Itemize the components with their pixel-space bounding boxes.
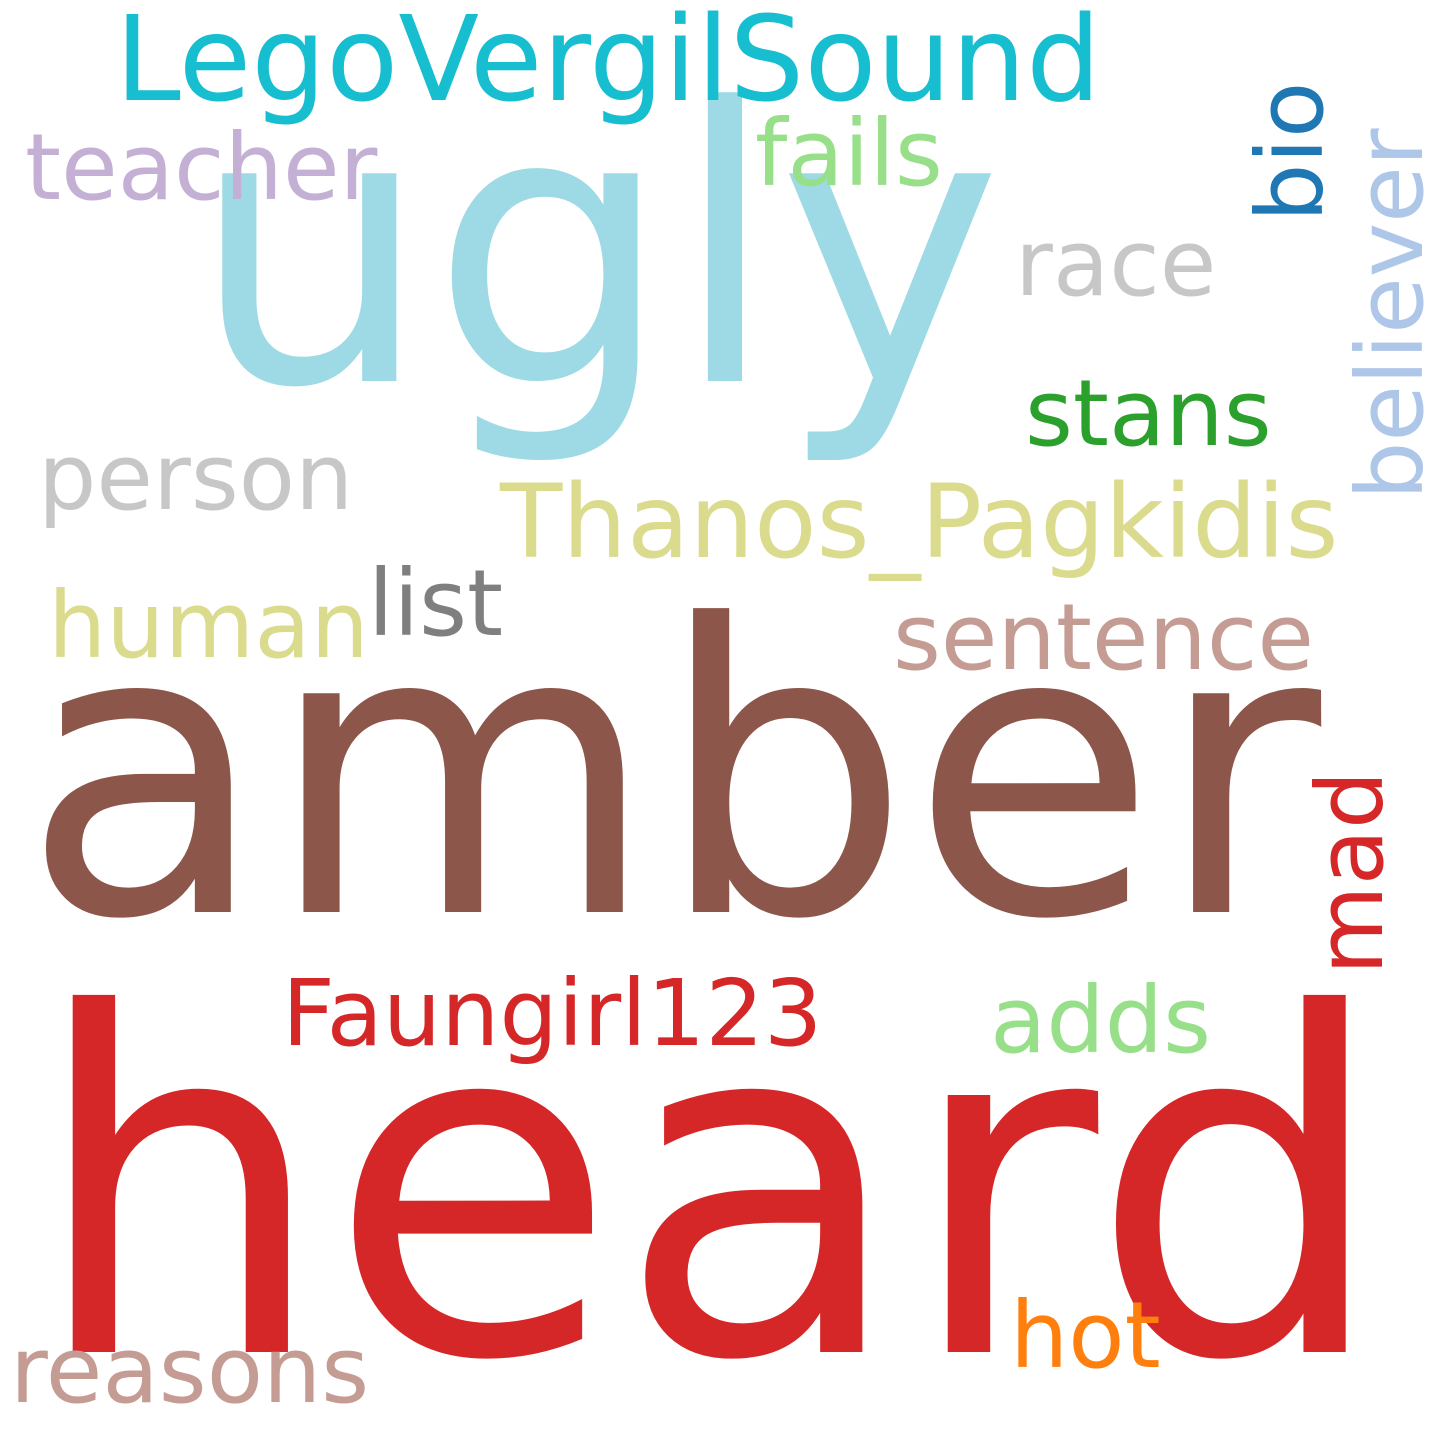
word-human: human — [48, 572, 369, 679]
word-race: race — [1015, 210, 1217, 317]
word-thanos-pagkidis: Thanos_Pagkidis — [500, 463, 1339, 582]
word-teacher: teacher — [25, 114, 378, 221]
word-sentence: sentence — [893, 584, 1315, 691]
word-bio: bio — [1237, 81, 1344, 222]
word-list: list — [368, 550, 504, 657]
word-legovergilsound: LegoVergilSound — [115, 0, 1102, 128]
word-adds: adds — [990, 967, 1212, 1074]
word-stans: stans — [1025, 360, 1272, 467]
word-amber: amber — [22, 542, 1322, 1007]
word-faungirl123: Faungirl123 — [282, 960, 823, 1067]
word-hot: hot — [1010, 1282, 1161, 1389]
word-heard: heard — [30, 916, 1389, 1440]
word-believer: believer — [1337, 128, 1440, 500]
word-ugly: ugly — [190, 28, 1003, 471]
word-mad: mad — [1297, 770, 1404, 975]
word-fails: fails — [755, 100, 943, 207]
word-reasons: reasons — [10, 1317, 370, 1424]
word-person: person — [38, 424, 354, 531]
